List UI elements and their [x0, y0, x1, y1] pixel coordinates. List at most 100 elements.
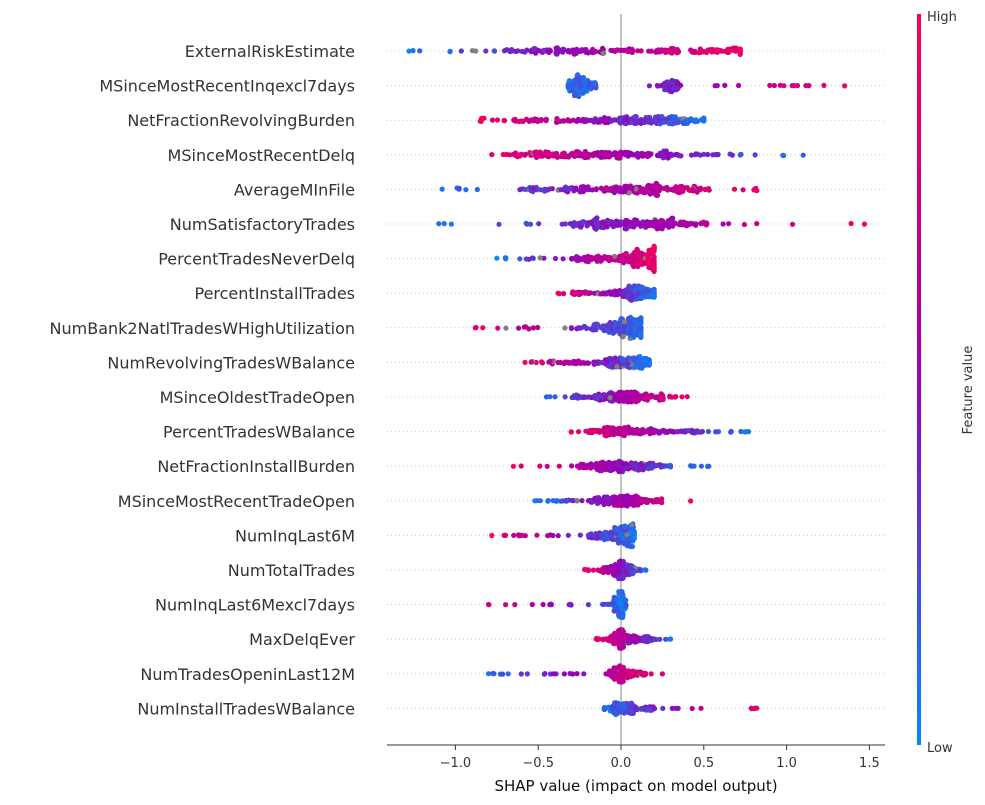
shap-point: [629, 46, 635, 53]
shap-point: [714, 83, 720, 89]
shap-point: [566, 185, 573, 191]
shap-point: [622, 258, 628, 264]
shap-point: [771, 82, 777, 89]
shap-point: [483, 48, 489, 54]
shap-point: [585, 498, 592, 504]
shap-point: [570, 394, 576, 400]
shap-point: [547, 358, 553, 364]
shap-point: [607, 319, 613, 326]
shap-point: [674, 50, 681, 56]
shap-point: [681, 119, 687, 126]
shap-point: [610, 427, 616, 433]
feature-label: MSinceMostRecentTradeOpen: [118, 492, 355, 511]
shap-point: [624, 632, 630, 639]
shap-point: [616, 458, 622, 464]
shap-point: [530, 185, 536, 191]
shap-point: [522, 533, 528, 539]
shap-point: [532, 498, 538, 504]
shap-point: [646, 466, 652, 472]
shap-point: [704, 49, 710, 56]
shap-point: [620, 644, 626, 650]
shap-point: [518, 463, 524, 469]
shap-point: [623, 602, 629, 608]
shap-point: [588, 117, 595, 123]
feature-label: NumInqLast6Mexcl7days: [155, 596, 355, 615]
feature-label: NumInstallTradesWBalance: [137, 699, 355, 718]
shap-point: [646, 48, 652, 54]
shap-point: [620, 432, 626, 438]
shap-point: [584, 223, 590, 229]
shap-point: [561, 671, 568, 677]
shap-point: [441, 221, 447, 227]
shap-point: [610, 357, 616, 363]
shap-point: [628, 700, 634, 707]
shap-point: [627, 183, 634, 189]
feature-label: MSinceMostRecentInqexcl7days: [99, 77, 355, 96]
shap-point: [647, 264, 653, 271]
shap-point: [588, 49, 594, 55]
shap-point: [650, 498, 656, 504]
shap-point: [583, 49, 589, 56]
shap-point: [410, 48, 416, 54]
shap-point: [503, 602, 509, 608]
shap-point: [643, 499, 649, 505]
shap-point: [607, 255, 613, 261]
shap-point: [634, 220, 640, 226]
shap-point: [561, 291, 567, 297]
shap-point: [624, 218, 631, 224]
shap-point: [592, 359, 598, 365]
shap-point: [632, 464, 638, 470]
shap-point: [669, 428, 675, 434]
shap-point: [543, 117, 549, 123]
shap-point: [668, 49, 674, 55]
shap-point: [736, 82, 742, 89]
shap-point: [602, 120, 608, 126]
shap-point: [714, 152, 720, 158]
shap-point: [726, 221, 732, 227]
shap-point: [668, 186, 674, 193]
shap-point: [615, 186, 621, 192]
shap-point: [623, 226, 629, 232]
x-tick-label: 0.5: [693, 756, 714, 771]
x-tick-label: 0.0: [611, 756, 632, 771]
shap-point: [781, 152, 787, 159]
shap-point: [648, 429, 654, 435]
shap-point: [754, 188, 760, 194]
shap-point: [612, 499, 618, 505]
shap-point: [607, 395, 613, 401]
shap-point: [584, 290, 590, 296]
shap-point: [629, 293, 635, 299]
shap-point: [595, 253, 602, 259]
shap-point: [706, 463, 712, 469]
shap-point: [603, 223, 609, 229]
shap-point: [653, 463, 659, 469]
shap-point: [623, 465, 629, 471]
shap-point: [615, 463, 621, 469]
shap-point: [548, 601, 554, 607]
shap-point: [522, 359, 528, 365]
shap-point: [590, 532, 596, 539]
x-axis-label: SHAP value (impact on model output): [494, 777, 777, 795]
shap-point: [611, 253, 618, 259]
shap-point: [657, 150, 663, 156]
shap-point: [621, 597, 627, 603]
shap-point: [706, 187, 712, 193]
shap-point: [535, 324, 541, 331]
shap-point: [597, 428, 603, 434]
shap-point: [594, 535, 601, 541]
shap-point: [636, 498, 642, 504]
shap-point: [541, 47, 547, 54]
shap-point: [619, 356, 625, 362]
x-tick-label: −0.5: [522, 756, 554, 771]
shap-point: [590, 567, 597, 573]
x-axis-ticks: −1.0 −0.5 0.0 0.5 1.0 1.5: [440, 745, 880, 771]
shap-point: [544, 463, 550, 469]
shap-point: [565, 49, 571, 55]
shap-point: [611, 117, 618, 123]
shap-point: [617, 596, 623, 602]
shap-point: [633, 392, 639, 398]
shap-point: [693, 151, 699, 157]
feature-label: ExternalRiskEstimate: [185, 42, 355, 61]
shap-point: [672, 120, 678, 126]
shap-point: [582, 360, 588, 366]
